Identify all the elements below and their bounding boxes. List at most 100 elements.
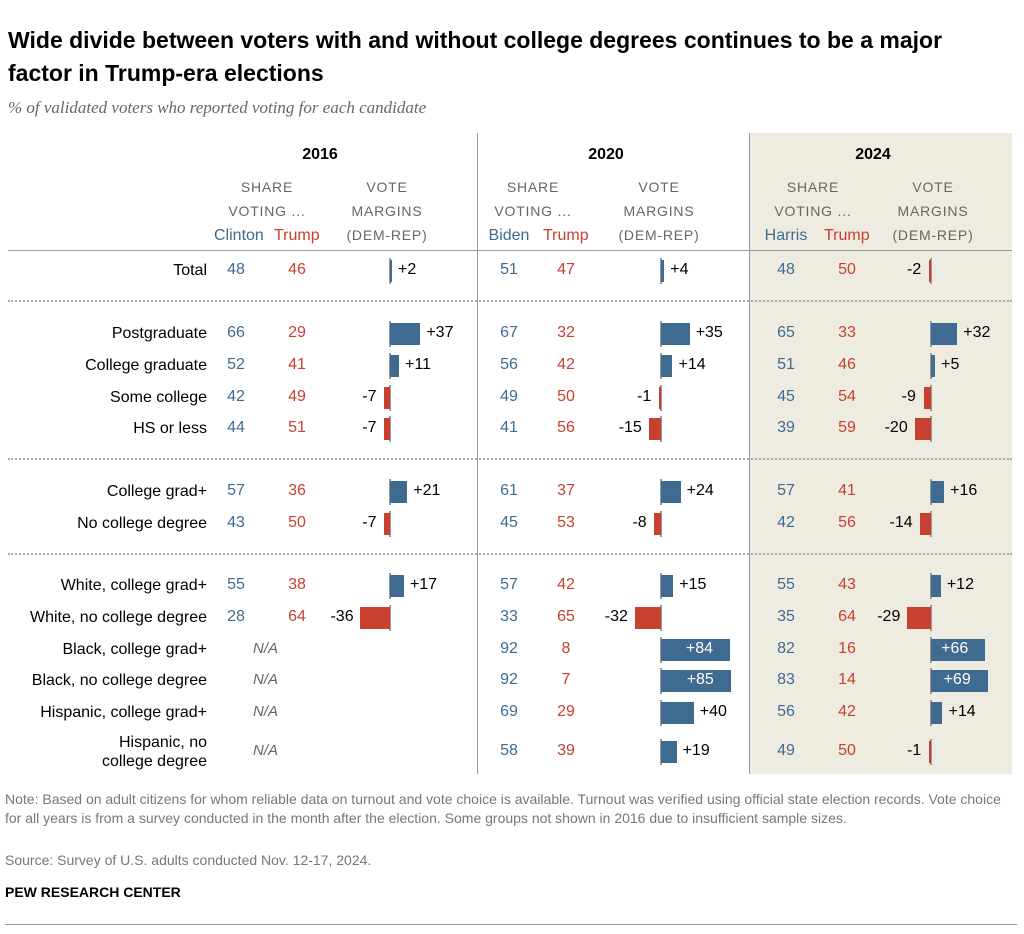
dem-share-value: 57 (500, 576, 518, 593)
margin-label: -8 (632, 514, 647, 531)
margin-label: +32 (963, 324, 991, 341)
row-label: Black, no college degree (31, 672, 207, 689)
margin-axis (389, 605, 391, 631)
rep-share-value: 33 (838, 324, 856, 341)
margin-bar (931, 670, 988, 692)
margin-label: +16 (950, 482, 978, 499)
margin-bar (390, 575, 404, 597)
margin-label: +24 (686, 482, 714, 499)
footer-rule (5, 924, 1017, 925)
margin-bar (384, 513, 390, 535)
dem-share-value: 82 (777, 640, 795, 657)
rep-share-value: 50 (557, 388, 575, 405)
rep-share-value: 43 (838, 576, 856, 593)
dem-share-value: 92 (500, 640, 518, 657)
margin-axis (660, 385, 662, 411)
margin-label: -14 (889, 514, 913, 531)
row-label: Hispanic, college grad+ (40, 704, 207, 721)
share-header: SHARE (240, 179, 294, 195)
chart-source: Source: Survey of U.S. adults conducted … (5, 852, 372, 868)
rep-share-value: 42 (838, 703, 856, 720)
rep-candidate-label: Trump (274, 227, 320, 244)
not-available-label: N/A (253, 671, 279, 688)
margin-bar (931, 575, 941, 597)
rep-share-value: 29 (557, 703, 575, 720)
group-separator (8, 553, 1012, 555)
margin-label: +14 (678, 356, 706, 373)
rep-share-value: 46 (288, 261, 306, 278)
margin-header: MARGINS (897, 203, 969, 219)
margin-label: +15 (679, 576, 707, 593)
dem-share-value: 35 (777, 608, 795, 625)
row-label-line: Hispanic, no (118, 734, 207, 751)
dem-share-value: 67 (500, 324, 518, 341)
margin-label: -9 (901, 388, 916, 405)
dem-share-value: 28 (227, 608, 245, 625)
margin-bar (634, 607, 661, 629)
dem-share-value: 57 (227, 482, 245, 499)
rep-share-value: 64 (288, 608, 306, 625)
margin-header: VOTE (638, 179, 680, 195)
margin-axis (660, 511, 662, 537)
margin-label: +69 (943, 671, 971, 688)
margin-label: -20 (884, 419, 908, 436)
margin-axis (930, 258, 932, 284)
dem-share-value: 56 (500, 356, 518, 373)
rep-share-value: 36 (288, 482, 306, 499)
dem-share-value: 52 (227, 356, 245, 373)
dem-share-value: 92 (500, 671, 518, 688)
row-label: College graduate (85, 357, 207, 374)
share-header: SHARE (786, 179, 840, 195)
rep-share-value: 42 (557, 356, 575, 373)
margin-bar (360, 607, 390, 629)
chart-note: Note: Based on adult citizens for whom r… (5, 791, 1001, 826)
rep-share-value: 42 (557, 576, 575, 593)
margin-label: +19 (682, 742, 710, 759)
dem-share-value: 48 (777, 261, 795, 278)
rep-share-value: 50 (838, 261, 856, 278)
column-divider-2020 (477, 133, 478, 774)
dem-share-value: 56 (777, 703, 795, 720)
margin-header: (DEM-REP) (618, 227, 700, 243)
margin-label: +5 (941, 356, 960, 373)
dem-share-value: 39 (777, 419, 795, 436)
margin-label: -29 (877, 608, 901, 625)
margin-label: +40 (699, 703, 727, 720)
margin-header: (DEM-REP) (346, 227, 428, 243)
margin-label: -2 (907, 261, 922, 278)
margin-axis (930, 511, 932, 537)
margin-axis (930, 739, 932, 765)
margin-axis (930, 416, 932, 442)
not-available-label: N/A (253, 640, 279, 657)
margin-label: +35 (695, 324, 723, 341)
rep-share-value: 37 (557, 482, 575, 499)
dem-share-value: 42 (777, 514, 795, 531)
row-label: White, no college degree (30, 609, 207, 626)
margin-axis (660, 605, 662, 631)
year-header: 2024 (855, 146, 891, 163)
dem-share-value: 49 (500, 388, 518, 405)
margin-bar (661, 639, 730, 661)
margin-label: -1 (907, 742, 922, 759)
dem-share-value: 48 (227, 261, 245, 278)
margin-bar (661, 260, 665, 282)
dem-share-value: 44 (227, 419, 245, 436)
margin-label: -1 (637, 388, 652, 405)
dem-share-value: 57 (777, 482, 795, 499)
margin-label: +85 (686, 671, 714, 688)
margin-header: VOTE (366, 179, 408, 195)
margin-bar (390, 260, 392, 282)
dem-candidate-label: Biden (488, 227, 530, 244)
margin-bar (384, 387, 390, 409)
rep-share-value: 56 (838, 514, 856, 531)
row-label: Some college (110, 389, 207, 406)
dem-share-value: 41 (500, 419, 518, 436)
group-separator (8, 458, 1012, 460)
rep-share-value: 39 (557, 742, 575, 759)
share-header: VOTING ... (494, 203, 572, 219)
rep-share-value: 59 (838, 419, 856, 436)
dem-share-value: 33 (500, 608, 518, 625)
margin-bar (919, 513, 931, 535)
brand-label: PEW RESEARCH CENTER (5, 884, 181, 900)
margin-bar (661, 323, 690, 345)
